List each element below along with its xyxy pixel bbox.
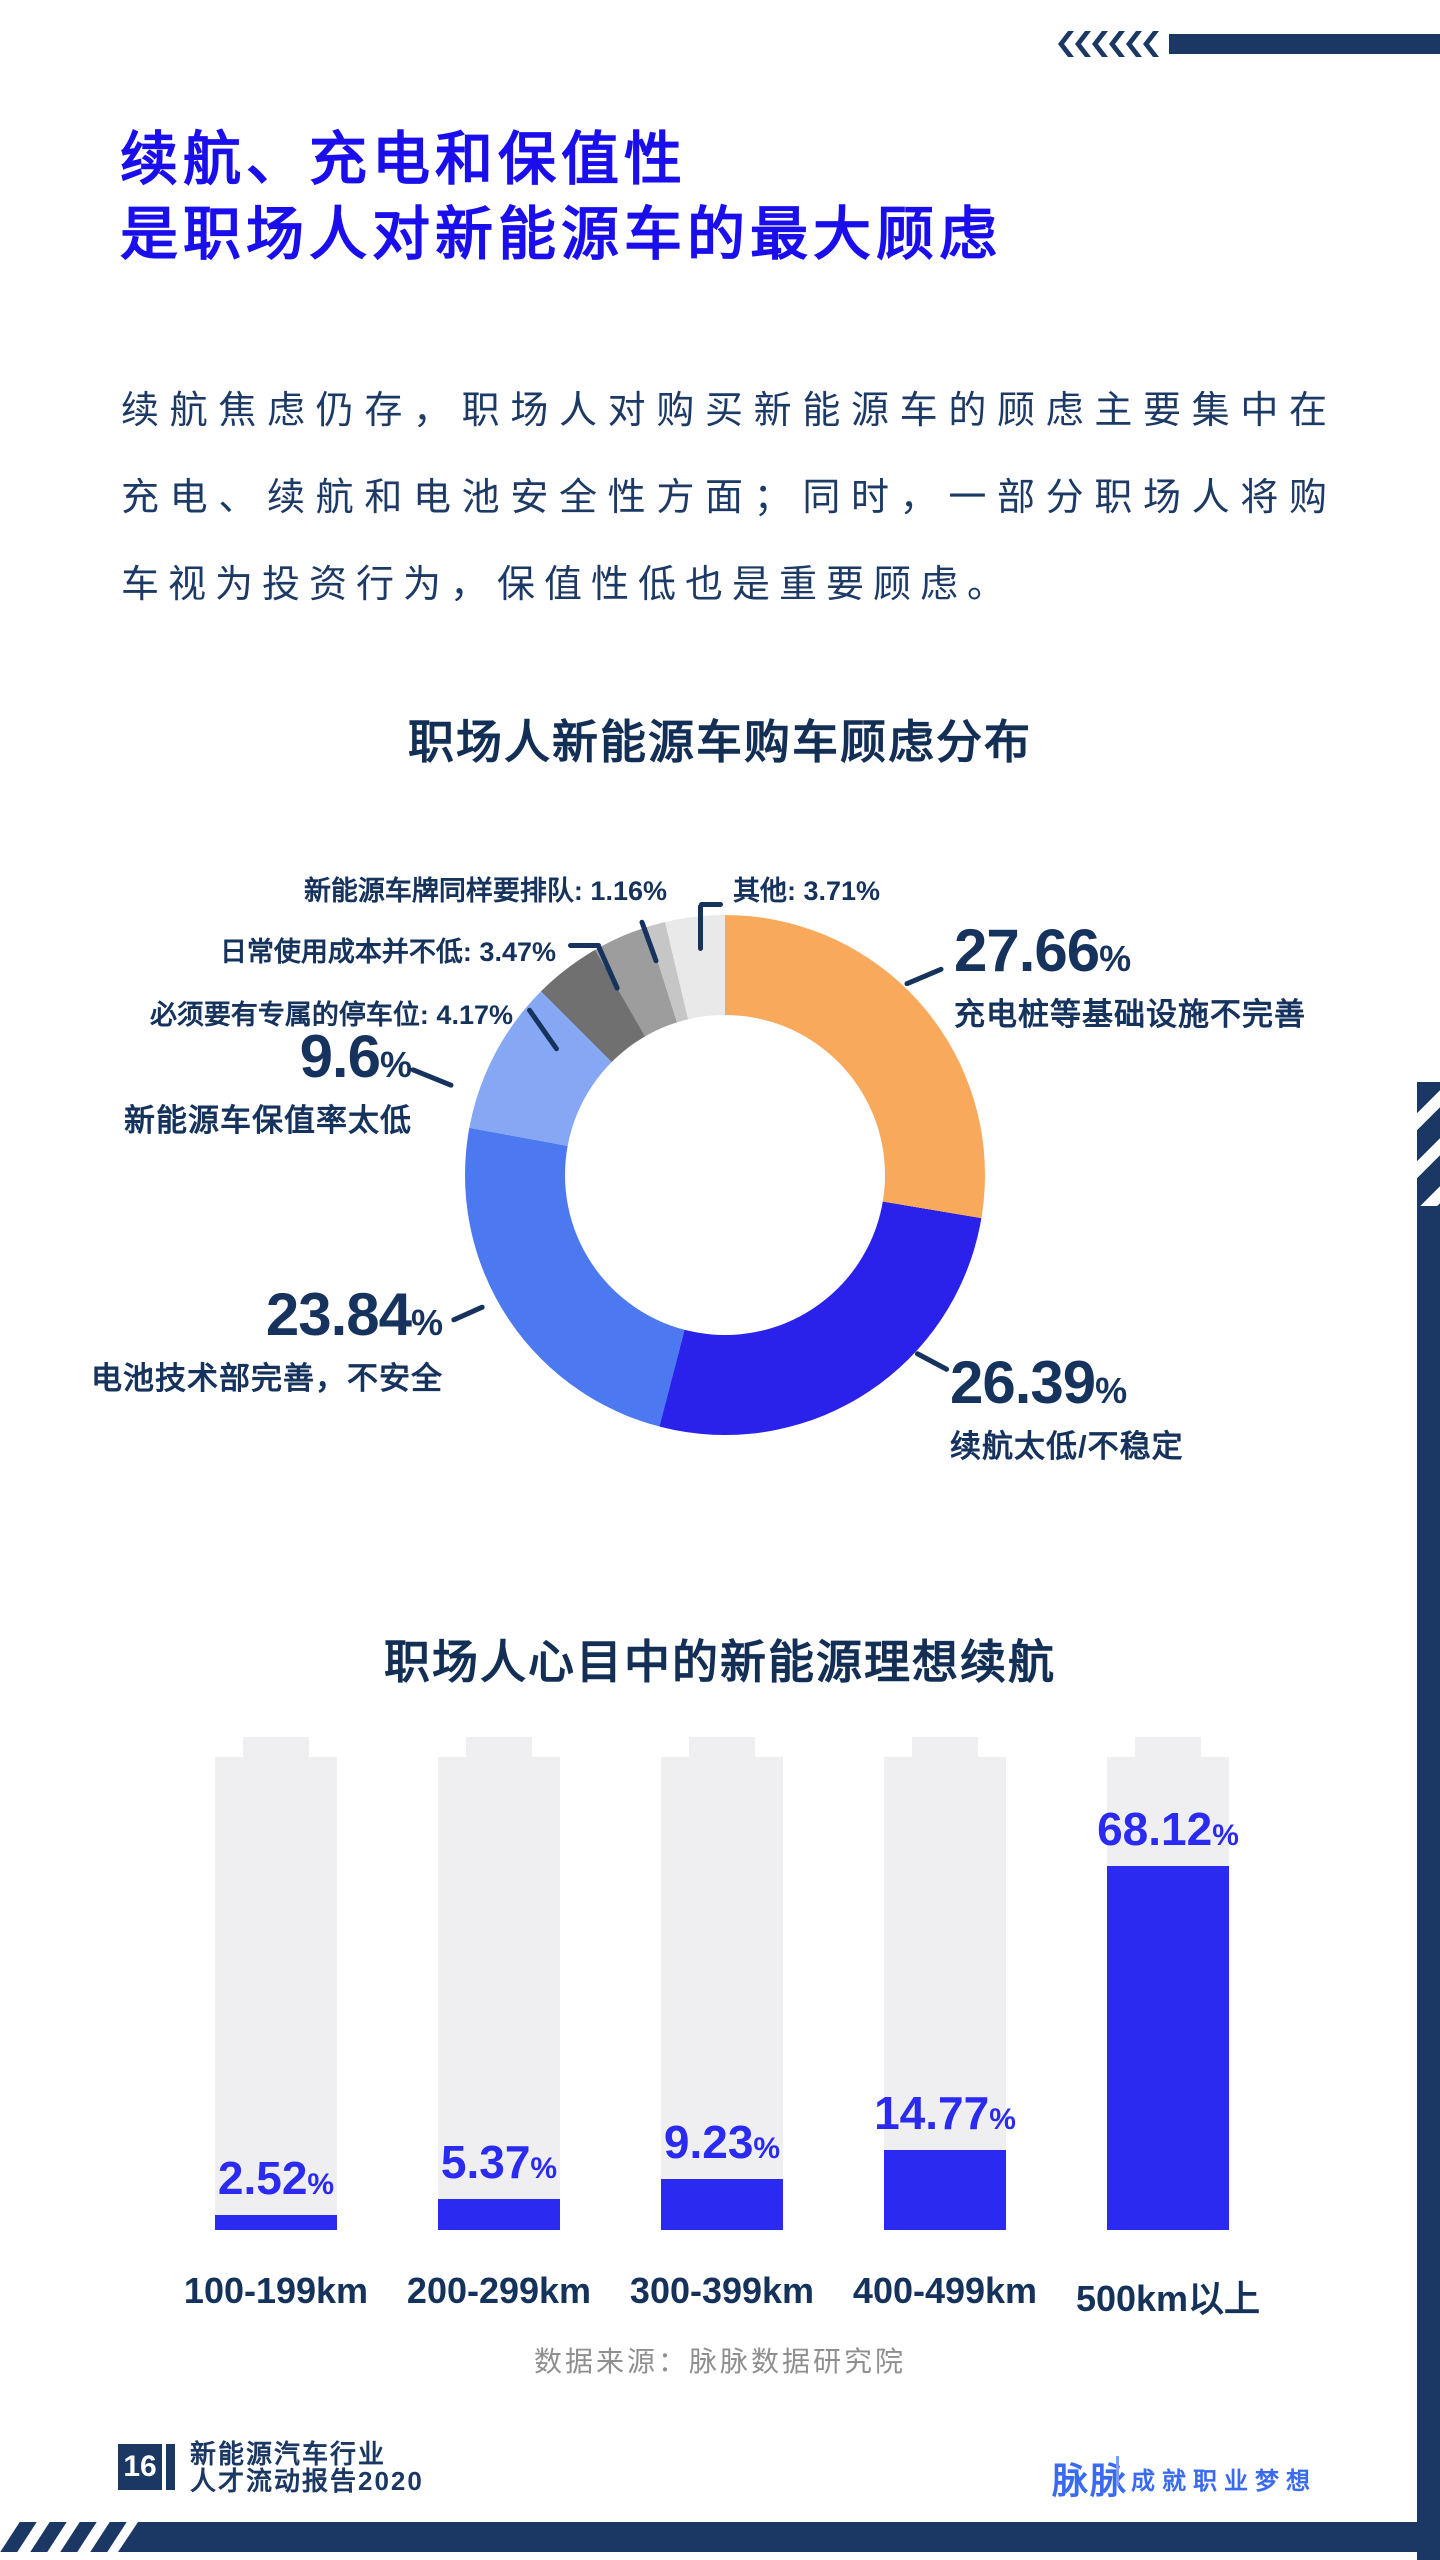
page-number: 16	[118, 2444, 162, 2490]
battery-body: 68.12%	[1097, 1757, 1239, 2230]
donut-label-range: 26.39% 续航太低/不稳定	[950, 1349, 1184, 1464]
battery-cap	[1135, 1737, 1201, 1757]
leader-line	[699, 902, 723, 907]
donut-label-battery: 23.84% 电池技术部完善，不安全	[91, 1281, 443, 1396]
battery-body: 2.52%	[215, 1757, 337, 2230]
intro-paragraph: 续航焦虑仍存，职场人对购买新能源车的顾虑主要集中在充电、续航和电池安全性方面；同…	[121, 390, 1336, 606]
bar-category-label: 500km以上	[1075, 2278, 1261, 2319]
donut-label-other: 其他: 3.71%	[733, 876, 881, 906]
battery-cap	[689, 1737, 755, 1757]
brand-logo: 脉脉	[1052, 2460, 1129, 2501]
leader-line	[914, 1350, 950, 1373]
battery-bar: 5.37% 200-299km	[407, 1737, 591, 2311]
battery-bar-chart: 2.52% 100-199km 5.37% 200-299km 9.23% 300-399…	[184, 1737, 1260, 2319]
bar-fill	[661, 2179, 783, 2230]
battery-bar: 14.77% 400-499km	[853, 1737, 1037, 2311]
leader-line	[698, 904, 703, 951]
battery-cap	[466, 1737, 532, 1757]
donut-label-charging: 27.66% 充电桩等基础设施不完善	[954, 917, 1306, 1032]
diagonal-stripe-decoration	[30, 2522, 67, 2552]
bottom-bar-decoration	[118, 2522, 1440, 2552]
page-title-line1: 续航、充电和保值性	[120, 127, 688, 192]
donut-chart-title: 职场人新能源车购车顾虑分布	[408, 716, 1032, 768]
battery-bar: 68.12% 500km以上	[1076, 1737, 1260, 2319]
page-title: 续航、充电和保值性 是职场人对新能源车的最大顾虑	[120, 122, 1002, 272]
bar-value-label: 5.37%	[440, 2136, 558, 2188]
bar-value-label: 68.12%	[1097, 1803, 1239, 1855]
battery-body: 14.77%	[874, 1757, 1016, 2230]
chevrons-left-icon	[1058, 31, 1159, 57]
donut-label-plate: 新能源车牌同样要排队: 1.16%	[303, 876, 667, 906]
leader-line	[450, 1303, 486, 1324]
battery-bar: 2.52% 100-199km	[184, 1737, 368, 2311]
donut-label-resale: 9.6% 新能源车保值率太低	[124, 1023, 412, 1138]
bar-fill	[438, 2199, 560, 2230]
bar-fill	[215, 2215, 337, 2230]
brand-divider	[1116, 2456, 1119, 2486]
bar-category-label: 400-499km	[852, 2270, 1038, 2311]
bar-chart-title: 职场人心目中的新能源理想续航	[384, 1636, 1056, 1688]
bar-value-label: 9.23%	[663, 2116, 781, 2168]
right-edge-bar-decoration	[1417, 1082, 1440, 2560]
page-title-line2: 是职场人对新能源车的最大顾虑	[120, 202, 1003, 267]
bar-category-label: 300-399km	[629, 2270, 815, 2311]
bar-fill	[884, 2150, 1006, 2230]
battery-cap	[243, 1737, 309, 1757]
bar-fill	[1107, 1866, 1229, 2230]
donut-chart	[465, 915, 985, 1435]
data-source-note: 数据来源：脉脉数据研究院	[533, 2346, 906, 2377]
battery-body: 5.37%	[438, 1757, 560, 2230]
battery-bar: 9.23% 300-399km	[630, 1737, 814, 2311]
bar-category-label: 100-199km	[183, 2270, 369, 2311]
diagonal-stripe-decoration	[60, 2522, 97, 2552]
footer-divider	[166, 2444, 175, 2490]
leader-line	[568, 943, 601, 948]
diagonal-stripe-decoration	[0, 2522, 37, 2552]
brand-slogan: 成就职业梦想	[1131, 2468, 1317, 2495]
leader-line	[409, 1066, 455, 1089]
top-bar-decoration	[1169, 34, 1440, 54]
battery-body: 9.23%	[661, 1757, 783, 2230]
bar-value-label: 2.52%	[217, 2152, 335, 2204]
bar-value-label: 14.77%	[874, 2087, 1016, 2139]
leader-line	[903, 965, 945, 988]
donut-label-cost: 日常使用成本并不低: 3.47%	[219, 937, 556, 967]
battery-cap	[912, 1737, 978, 1757]
donut-label-parking: 必须要有专属的停车位: 4.17%	[149, 1000, 513, 1030]
report-title: 新能源汽车行业 人才流动报告2020	[190, 2439, 424, 2496]
diagonal-stripes-decoration	[1417, 1082, 1440, 1206]
bar-category-label: 200-299km	[406, 2270, 592, 2311]
